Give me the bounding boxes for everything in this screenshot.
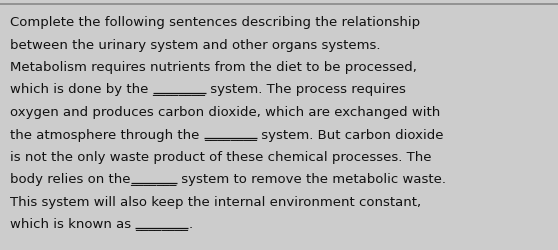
- Text: _______: _______: [131, 173, 177, 186]
- Text: which is known as: which is known as: [10, 218, 136, 230]
- Text: body relies on the: body relies on the: [10, 173, 131, 186]
- Text: .: .: [189, 218, 193, 230]
- Text: system. But carbon dioxide: system. But carbon dioxide: [257, 128, 443, 141]
- Text: ________: ________: [204, 128, 257, 141]
- Text: This system will also keep the internal environment constant,: This system will also keep the internal …: [10, 195, 421, 208]
- Text: system. The process requires: system. The process requires: [206, 83, 406, 96]
- Text: ________: ________: [136, 218, 189, 230]
- Text: Metabolism requires nutrients from the diet to be processed,: Metabolism requires nutrients from the d…: [10, 61, 417, 74]
- Text: Complete the following sentences describing the relationship: Complete the following sentences describ…: [10, 16, 420, 29]
- Text: system to remove the metabolic waste.: system to remove the metabolic waste.: [177, 173, 446, 186]
- Text: between the urinary system and other organs systems.: between the urinary system and other org…: [10, 38, 381, 51]
- Text: oxygen and produces carbon dioxide, which are exchanged with: oxygen and produces carbon dioxide, whic…: [10, 106, 440, 118]
- Text: is not the only waste product of these chemical processes. The: is not the only waste product of these c…: [10, 150, 431, 163]
- Text: the atmosphere through the: the atmosphere through the: [10, 128, 204, 141]
- Text: ________: ________: [153, 83, 206, 96]
- Text: which is done by the: which is done by the: [10, 83, 153, 96]
